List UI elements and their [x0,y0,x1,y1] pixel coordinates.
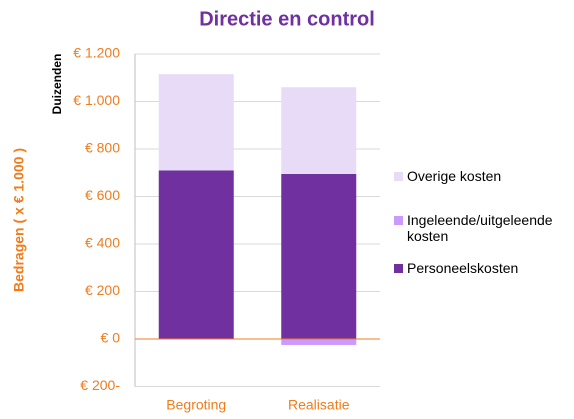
bar-segment [158,74,234,171]
bar-segment [281,339,357,345]
legend-swatch [394,216,403,225]
legend-swatch [394,172,403,181]
legend-item: Personeelskosten [394,260,572,276]
bar-segment [281,87,357,174]
y-tick-label: € 1.200 [73,45,120,61]
bar-segment [281,173,357,339]
y-axis-label: Bedragen ( x € 1.000 ) [11,148,27,292]
bar-segment [158,170,234,339]
chart-title: Directie en control [199,8,375,30]
legend-label: Ingeleende/uitgeleende kosten [407,212,553,244]
y-tick-label: € 800 [85,140,120,156]
legend-swatch [394,264,403,273]
unit-label: Duizenden [50,54,64,115]
y-tick-label: € 1.000 [73,92,120,108]
y-tick-label: € 0 [101,330,121,346]
y-tick-label: € 200- [80,377,120,393]
y-tick-label: € 600 [85,187,120,203]
y-tick-label: € 200 [85,282,120,298]
legend-item: Overige kosten [394,168,572,184]
x-tick-label: Begroting [166,397,226,413]
legend-item: Ingeleende/uitgeleende kosten [394,212,572,244]
legend-label: Personeelskosten [407,260,519,276]
y-tick-label: € 400 [85,235,120,251]
x-tick-label: Realisatie [288,397,350,413]
legend-label: Overige kosten [407,168,502,184]
